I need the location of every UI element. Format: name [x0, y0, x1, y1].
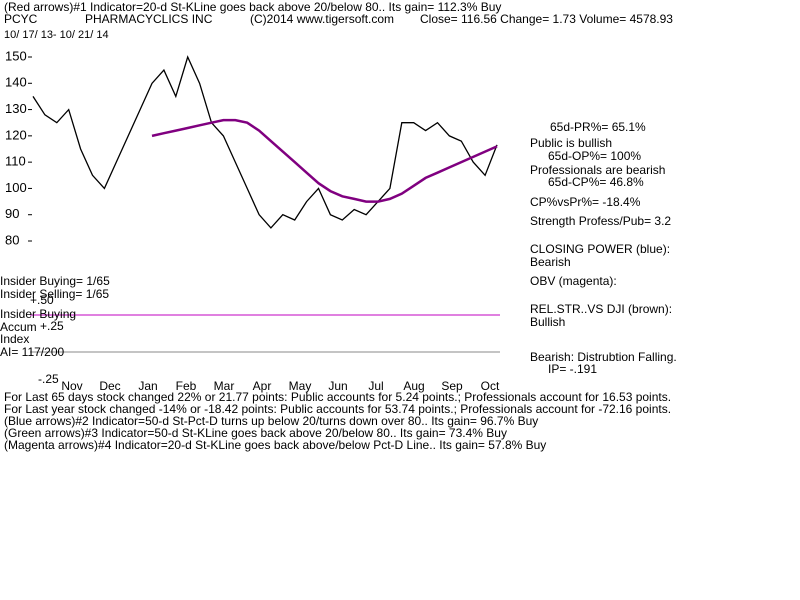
annotation: Professionals are bearish — [530, 163, 665, 177]
x-tick-label: Apr — [253, 379, 272, 393]
footer-line: (Green arrows)#3 Indicator=50-d St-KLine… — [4, 426, 507, 440]
x-tick-label: Jul — [368, 379, 383, 393]
annotation: 65d-OP%= 100% — [548, 149, 641, 163]
annotation: Insider Buying= 1/65 — [0, 274, 110, 288]
y-tick-label: 150 — [5, 48, 27, 63]
chart-subtitle: 10/ 17/ 13- 10/ 21/ 14 — [4, 29, 109, 41]
annotation: Accum — [0, 320, 37, 334]
y-tick-label: 130 — [5, 101, 27, 116]
x-tick-label: Jan — [138, 379, 157, 393]
x-tick-label: Sep — [441, 379, 463, 393]
header-item: PCYC — [4, 12, 38, 26]
footer-line: (Blue arrows)#2 Indicator=50-d St-Pct-D … — [4, 414, 538, 428]
annotation: OBV (magenta): — [530, 274, 617, 288]
annotation: Strength Profess/Pub= 3.2 — [530, 214, 671, 228]
annotation: Insider Selling= 1/65 — [0, 287, 109, 301]
annotation: Public is bullish — [530, 136, 612, 150]
header-item: Close= 116.56 Change= 1.73 Volume= 4578.… — [420, 12, 673, 26]
y-tick-label: 100 — [5, 180, 27, 195]
x-tick-label: Nov — [61, 379, 82, 393]
footer-line: (Magenta arrows)#4 Indicator=20-d St-KLi… — [4, 438, 546, 452]
annotation: REL.STR..VS DJI (brown): — [530, 302, 672, 316]
y-tick-label: 140 — [5, 75, 27, 90]
y-tick-label: 110 — [5, 154, 26, 169]
header-item: PHARMACYCLICS INC — [85, 12, 213, 26]
y-tick-label: 120 — [5, 127, 27, 142]
y-tick-label: 90 — [5, 206, 19, 221]
annotation: Index — [0, 332, 29, 346]
annotation: Insider Buying — [0, 307, 76, 321]
series-line — [151, 118, 498, 203]
footer-line: For Last 65 days stock changed 22% or 21… — [4, 390, 671, 404]
annotation: CP%vsPr%= -18.4% — [530, 195, 641, 209]
chart-title: (Red arrows)#1 Indicator=20-d St-KLine g… — [4, 0, 501, 14]
annotation: Bullish — [530, 315, 565, 329]
x-tick-label: Jun — [328, 379, 347, 393]
x-tick-label: Aug — [403, 379, 424, 393]
x-tick-label: May — [289, 379, 312, 393]
annotation: AI= 117/200 — [0, 345, 64, 359]
x-tick-label: Dec — [99, 379, 120, 393]
series-line — [32, 55, 498, 229]
annotation: +.50 — [30, 293, 54, 307]
x-tick-label: Feb — [176, 379, 197, 393]
annotation: +.25 — [40, 319, 64, 333]
annotation: IP= -.191 — [548, 362, 597, 376]
header-item: (C)2014 www.tigersoft.com — [250, 12, 394, 26]
annotation: Bearish — [530, 255, 571, 269]
annotation: Bearish: Distrubtion Falling. — [530, 350, 677, 364]
annotation: CLOSING POWER (blue): — [530, 242, 670, 256]
annotation: -.25 — [38, 372, 59, 386]
x-tick-label: Mar — [214, 379, 235, 393]
x-tick-label: Oct — [481, 379, 500, 393]
y-tick-label: 80 — [5, 232, 19, 247]
annotation: 65d-PR%= 65.1% — [550, 120, 646, 134]
footer-line: For Last year stock changed -14% or -18.… — [4, 402, 671, 416]
annotation: 65d-CP%= 46.8% — [548, 175, 644, 189]
